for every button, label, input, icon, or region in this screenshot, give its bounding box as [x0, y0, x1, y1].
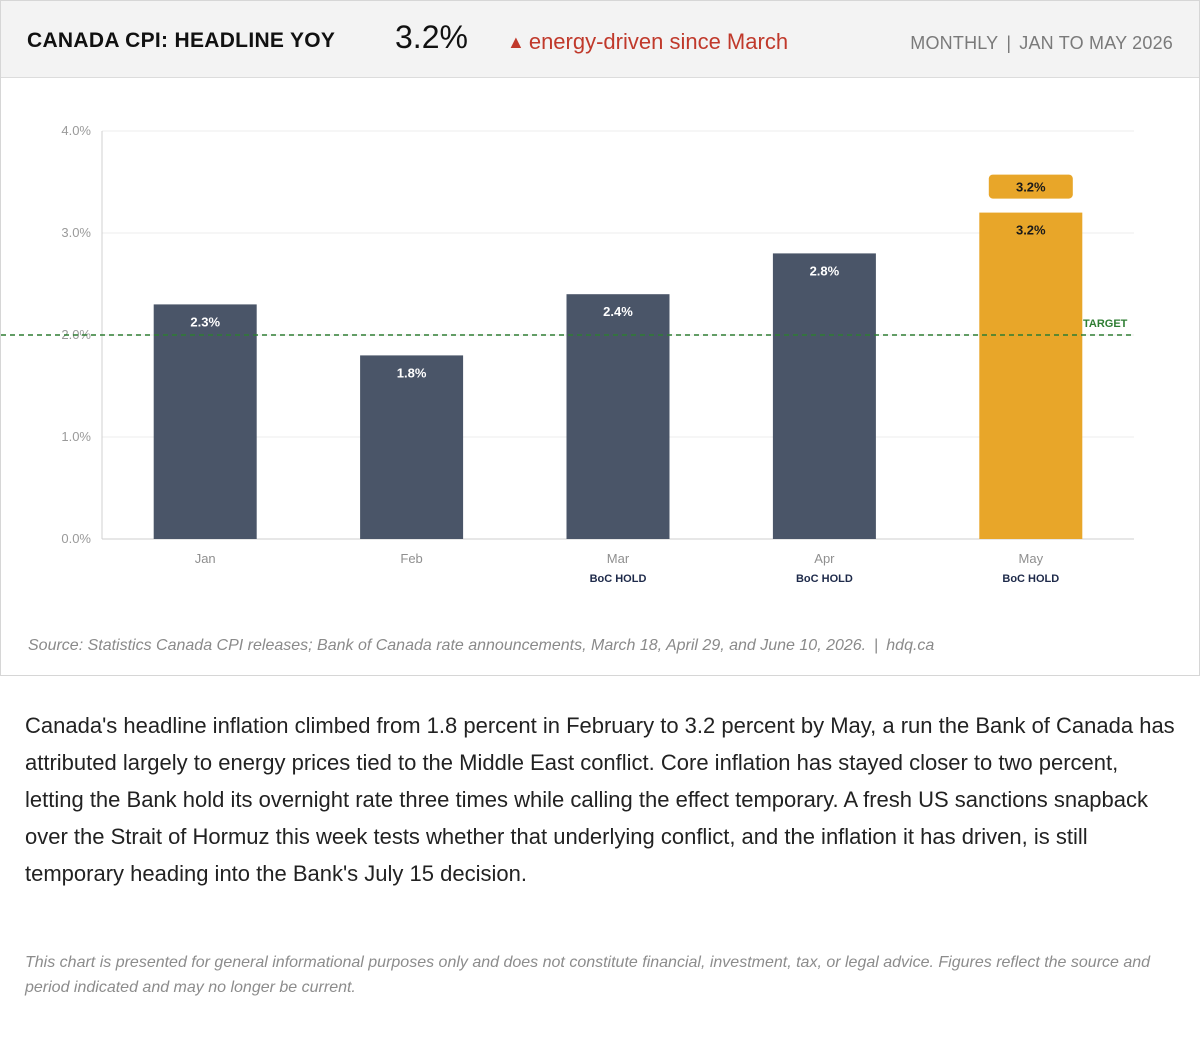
- x-tick-label: Jan: [195, 551, 216, 566]
- highlight-callout-label: 3.2%: [1016, 180, 1046, 195]
- bar-mar: [566, 294, 670, 539]
- chart-header: CANADA CPI: HEADLINE YOY 3.2% ▲ energy-dr…: [1, 1, 1199, 78]
- disclaimer: This chart is presented for general info…: [25, 954, 1151, 996]
- y-tick-label: 0.0%: [61, 531, 91, 546]
- x-tick-label: Apr: [814, 551, 835, 566]
- x-tick-label: May: [1019, 551, 1044, 566]
- bar-value-label: 2.3%: [190, 314, 220, 329]
- source-separator: |: [874, 637, 879, 654]
- source-note: Source: Statistics Canada CPI releases; …: [28, 637, 934, 655]
- source-text: Source: Statistics Canada CPI releases; …: [28, 637, 867, 654]
- chart-title: CANADA CPI: HEADLINE YOY: [27, 29, 336, 52]
- boc-hold-note: BoC HOLD: [796, 573, 853, 585]
- boc-hold-note: BoC HOLD: [590, 573, 647, 585]
- x-tick-label: Mar: [607, 551, 630, 566]
- commentary-paragraph: Canada's headline inflation climbed from…: [25, 713, 1175, 886]
- y-tick-label: 4.0%: [61, 123, 91, 138]
- period-separator: |: [1006, 33, 1012, 53]
- bar-apr: [772, 253, 876, 539]
- bar-may: [979, 212, 1083, 539]
- headline-value: 3.2%: [395, 19, 468, 55]
- bar-feb: [360, 355, 464, 539]
- bar-value-label: 2.4%: [603, 304, 633, 319]
- target-label: TARGET: [1083, 318, 1128, 330]
- period-label: MONTHLY | JAN TO MAY 2026: [910, 33, 1173, 54]
- date-range-label: JAN TO MAY 2026: [1019, 33, 1173, 53]
- cpi-bar-chart: 0.0%1.0%2.0%3.0%4.0%2.3%Jan1.8%Feb2.4%Ma…: [1, 123, 1134, 585]
- bar-jan: [153, 304, 257, 539]
- y-tick-label: 3.0%: [61, 225, 91, 240]
- change-note-text: energy-driven since March: [528, 29, 789, 54]
- source-site: hdq.ca: [886, 637, 935, 654]
- change-note: ▲ energy-driven since March: [507, 29, 788, 55]
- x-tick-label: Feb: [400, 551, 422, 566]
- bar-value-label: 2.8%: [810, 263, 840, 278]
- chart-card: CANADA CPI: HEADLINE YOY 3.2% ▲ energy-dr…: [0, 0, 1200, 676]
- up-arrow-icon: ▲: [507, 32, 525, 52]
- y-tick-label: 1.0%: [61, 429, 91, 444]
- bar-value-label: 1.8%: [397, 365, 427, 380]
- boc-hold-note: BoC HOLD: [1002, 573, 1059, 585]
- frequency-label: MONTHLY: [910, 33, 999, 53]
- bar-value-label: 3.2%: [1016, 223, 1046, 238]
- highlight-callout-box: [988, 174, 1073, 199]
